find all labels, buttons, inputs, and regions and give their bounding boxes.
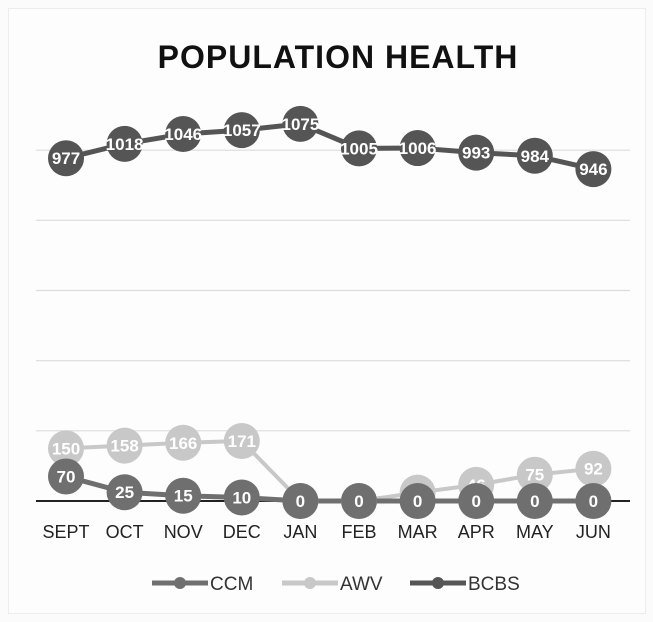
- marker-bcbs-nov: [165, 116, 202, 153]
- chart-title: POPULATION HEALTH: [158, 39, 519, 75]
- data-label-ccm-may: 0: [530, 492, 539, 511]
- marker-ccm-feb: [341, 483, 377, 519]
- data-label-ccm-jun: 0: [589, 492, 598, 511]
- data-label-bcbs-nov: 1046: [164, 125, 202, 144]
- data-label-ccm-mar: 0: [413, 492, 422, 511]
- data-label-ccm-feb: 0: [354, 492, 363, 511]
- series-markers: 1501581661710024467592702515100000009771…: [48, 105, 612, 519]
- marker-ccm-sept: [48, 458, 84, 495]
- data-label-awv-sept: 150: [52, 439, 80, 458]
- data-label-ccm-oct: 25: [115, 483, 134, 502]
- marker-awv-dec: [223, 423, 260, 460]
- marker-ccm-mar: [399, 483, 436, 519]
- x-axis-ticks: SEPT OCT NOV DEC JAN FEB MAR APR MAY JUN: [42, 522, 610, 542]
- data-label-awv-may: 75: [525, 466, 544, 485]
- data-label-awv-oct: 158: [110, 437, 138, 456]
- marker-bcbs-oct: [106, 125, 143, 162]
- marker-ccm-may: [516, 483, 553, 519]
- marker-bcbs-may: [516, 137, 553, 174]
- x-tick-oct: OCT: [106, 522, 144, 542]
- marker-ccm-oct: [106, 474, 143, 511]
- data-label-awv-nov: 166: [169, 434, 197, 453]
- legend-marker-bcbs: [432, 577, 444, 589]
- marker-bcbs-jan: [282, 105, 319, 142]
- marker-ccm-nov: [165, 477, 202, 514]
- legend: CCM AWV BCBS: [152, 574, 520, 595]
- marker-ccm-jan: [282, 483, 319, 519]
- data-label-bcbs-apr: 993: [462, 144, 490, 163]
- data-label-awv-dec: 171: [228, 432, 256, 451]
- legend-label-ccm: CCM: [210, 574, 253, 595]
- x-tick-jun: JUN: [576, 522, 611, 542]
- data-label-ccm-sept: 70: [57, 467, 76, 486]
- x-tick-jan: JAN: [283, 522, 317, 542]
- data-label-bcbs-may: 984: [521, 147, 550, 166]
- data-label-awv-jun: 92: [584, 460, 603, 479]
- data-label-bcbs-jun: 946: [579, 160, 607, 179]
- data-label-bcbs-jan: 1075: [281, 115, 319, 134]
- legend-marker-awv: [304, 577, 316, 589]
- marker-ccm-apr: [458, 483, 495, 519]
- data-label-bcbs-dec: 1057: [223, 121, 261, 140]
- marker-bcbs-sept: [48, 140, 84, 177]
- marker-ccm-jun: [575, 483, 612, 519]
- data-label-bcbs-feb: 1005: [340, 139, 378, 158]
- x-tick-feb: FEB: [341, 522, 376, 542]
- x-tick-may: MAY: [516, 522, 554, 542]
- marker-bcbs-feb: [341, 130, 377, 167]
- marker-bcbs-mar: [399, 130, 436, 167]
- marker-awv-oct: [106, 427, 143, 464]
- legend-label-bcbs: BCBS: [468, 574, 520, 595]
- marker-awv-jun: [575, 450, 612, 487]
- data-label-bcbs-sept: 977: [52, 149, 80, 168]
- marker-bcbs-apr: [458, 134, 495, 171]
- series-lines: [65, 121, 594, 504]
- series-line-bcbs: [65, 121, 594, 172]
- x-tick-nov: NOV: [164, 522, 203, 542]
- legend-label-awv: AWV: [340, 574, 383, 595]
- data-label-ccm-jan: 0: [296, 492, 305, 511]
- data-label-ccm-nov: 15: [174, 487, 193, 506]
- marker-bcbs-dec: [223, 112, 260, 149]
- marker-awv-sept: [48, 430, 84, 467]
- x-tick-mar: MAR: [398, 522, 438, 542]
- marker-bcbs-jun: [575, 151, 612, 188]
- marker-ccm-dec: [223, 479, 260, 516]
- x-tick-sept: SEPT: [42, 522, 89, 542]
- data-label-bcbs-mar: 1006: [399, 139, 437, 158]
- marker-awv-may: [516, 456, 553, 493]
- marker-awv-nov: [165, 424, 202, 461]
- x-tick-apr: APR: [458, 522, 495, 542]
- x-tick-dec: DEC: [223, 522, 261, 542]
- legend-marker-ccm: [174, 577, 186, 589]
- data-label-bcbs-oct: 1018: [106, 135, 144, 154]
- data-label-ccm-apr: 0: [471, 492, 480, 511]
- data-label-ccm-dec: 10: [232, 488, 251, 507]
- series-line-ccm: [65, 474, 594, 504]
